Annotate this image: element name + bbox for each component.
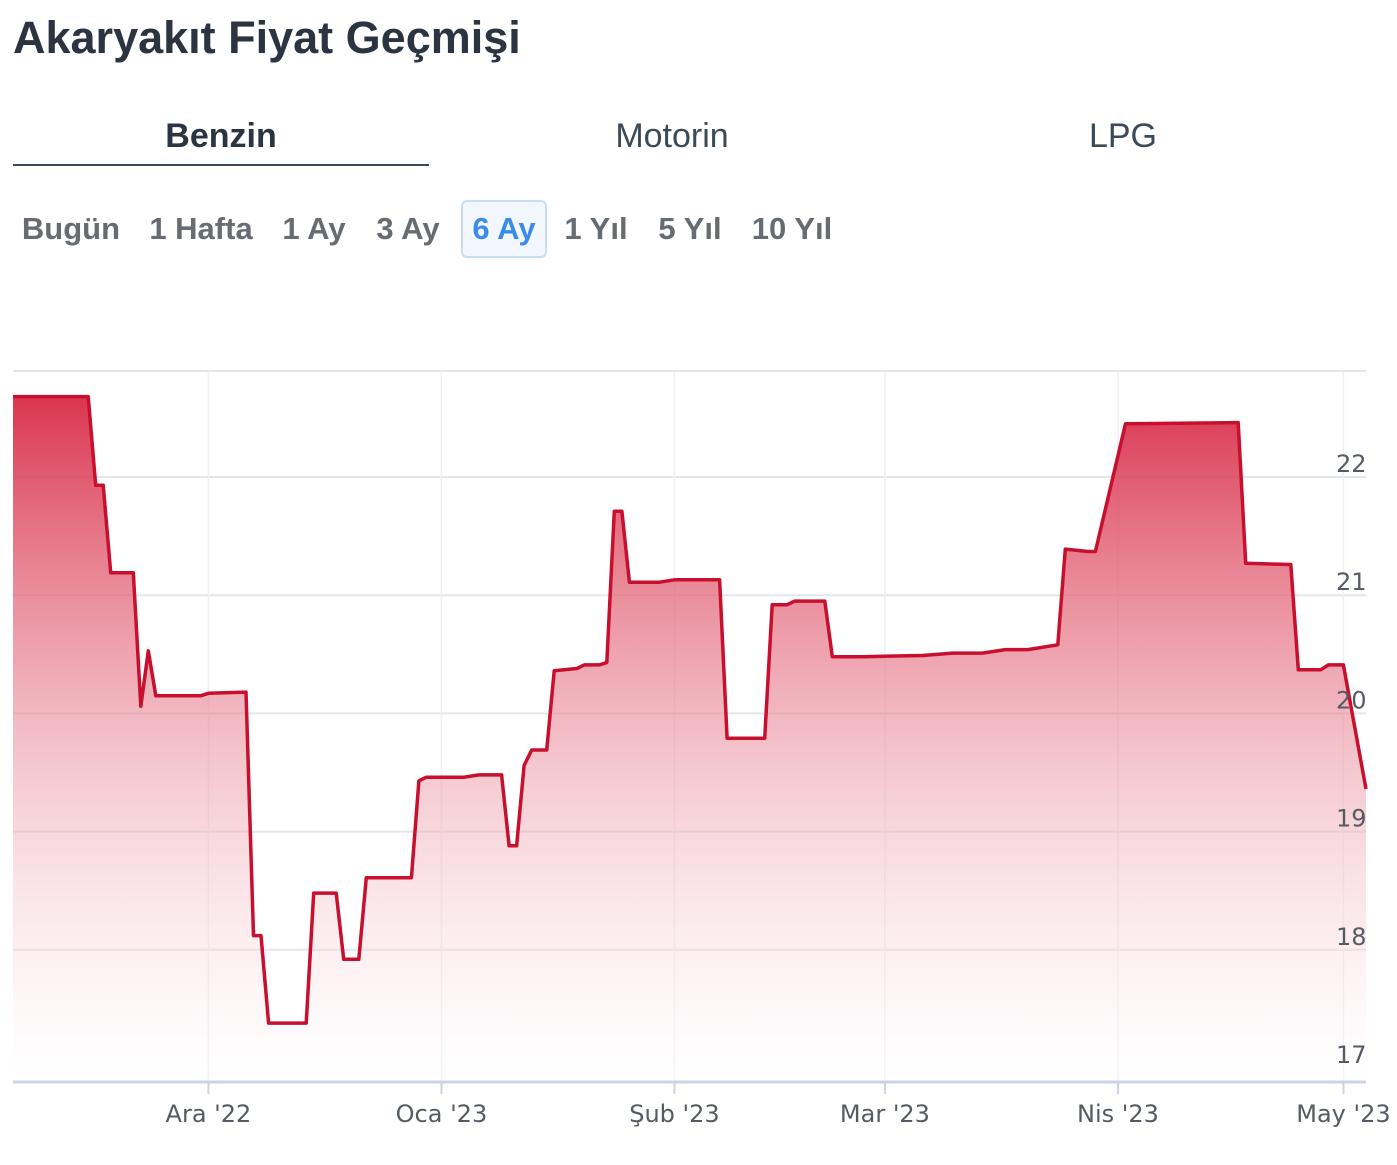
range-button-1-week[interactable]: 1 Hafta <box>149 211 253 246</box>
y-tick-label: 17 <box>1336 1041 1367 1069</box>
tab-benzin[interactable]: Benzin <box>13 108 429 166</box>
x-tick-label: Şub '23 <box>629 1100 719 1128</box>
range-button-today[interactable]: Bugün <box>21 211 121 246</box>
range-button-10-years[interactable]: 10 Yıl <box>751 211 833 246</box>
range-button-1-year[interactable]: 1 Yıl <box>564 211 628 246</box>
x-tick-label: Mar '23 <box>840 1100 930 1128</box>
page-title: Akaryakıt Fiyat Geçmişi <box>13 12 521 63</box>
range-button-3-months[interactable]: 3 Ay <box>376 211 440 246</box>
fuel-type-tabs: Benzin Motorin LPG <box>13 108 1378 166</box>
y-tick-label: 18 <box>1336 923 1367 951</box>
y-tick-label: 21 <box>1336 568 1367 596</box>
range-button-1-month[interactable]: 1 Ay <box>282 211 346 246</box>
y-tick-label: 19 <box>1336 805 1367 833</box>
x-tick-label: Ara '22 <box>166 1100 252 1128</box>
tab-lpg[interactable]: LPG <box>1088 117 1158 155</box>
price-area-fill <box>13 396 1366 1083</box>
price-history-chart: 17 18 19 20 21 22 Ara '22 Oca '23 Şub '23 Mar '2… <box>13 370 1391 1128</box>
x-tick-label: May '23 <box>1296 1100 1390 1128</box>
y-tick-label: 20 <box>1336 686 1367 714</box>
y-axis: 17 18 19 20 21 22 <box>1336 450 1367 1069</box>
x-tick-label: Oca '23 <box>396 1100 488 1128</box>
x-axis: Ara '22 Oca '23 Şub '23 Mar '23 Nis '23 May '… <box>13 1080 1391 1128</box>
y-tick-label: 22 <box>1336 450 1367 478</box>
range-button-5-years[interactable]: 5 Yıl <box>658 211 722 246</box>
price-series-line <box>13 394 1368 1025</box>
range-button-6-months[interactable]: 6 Ay <box>461 200 547 258</box>
x-tick-label: Nis '23 <box>1077 1100 1159 1128</box>
tab-motorin[interactable]: Motorin <box>615 117 729 155</box>
